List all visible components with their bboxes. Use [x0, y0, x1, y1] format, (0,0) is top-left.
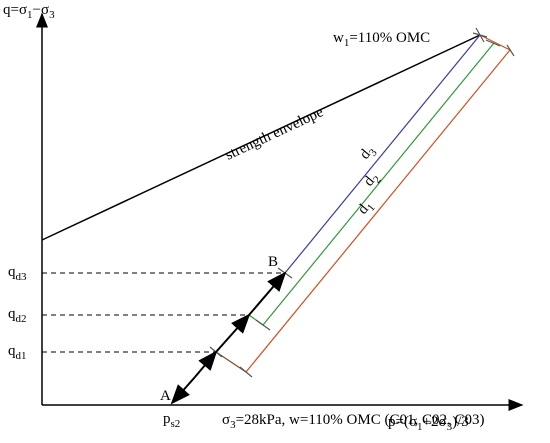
- top-connector: [479, 34, 511, 51]
- point-a-label: A: [160, 388, 171, 404]
- subscript: 1: [344, 37, 350, 49]
- ps2-label: ps2: [163, 411, 180, 430]
- d1-connector: [215, 351, 247, 373]
- envelope-label: strength envelope: [223, 104, 326, 164]
- text-part: +2σ: [423, 414, 447, 430]
- dimension-lines: [209, 27, 515, 378]
- path-arrow-3: [248, 271, 287, 316]
- text-part: p=(σ: [388, 414, 417, 430]
- text-part: p: [163, 411, 171, 427]
- dashed-guides: [42, 272, 285, 353]
- text-part: B: [268, 254, 278, 270]
- axes: [36, 12, 524, 411]
- path-arrow-2: [215, 313, 251, 353]
- stress-path: [170, 271, 287, 405]
- text-part: σ: [222, 412, 230, 428]
- text-part: q: [8, 343, 16, 359]
- subscript: 1: [365, 202, 378, 214]
- text-part: q: [8, 264, 16, 280]
- subscript: d3: [16, 271, 28, 283]
- text-part: q=σ: [3, 2, 27, 18]
- subscript: d1: [16, 350, 27, 362]
- subscript: 3: [230, 419, 236, 431]
- subscript: 3: [447, 421, 453, 433]
- qd2-label: qd2: [8, 306, 27, 325]
- text-part: q: [8, 306, 16, 322]
- y-axis-label: q=σ1−σ3: [3, 2, 55, 21]
- subscript: s2: [171, 418, 181, 430]
- x-axis-label: p=(σ1+2σ3)/3: [388, 414, 469, 433]
- qd1-label: qd1: [8, 343, 27, 362]
- text-part: strength envelope: [223, 104, 326, 164]
- path-arrow-1: [194, 350, 218, 378]
- d2-line: [262, 42, 495, 326]
- top-point-label: w1=110% OMC: [333, 30, 430, 49]
- subscript: 1: [27, 9, 33, 21]
- d2-label: d2: [361, 169, 384, 191]
- text-part: w: [333, 30, 344, 46]
- qd3-label: qd3: [8, 264, 27, 283]
- point-b-label: B: [268, 254, 278, 270]
- strength-envelope-line: [41, 34, 481, 241]
- text-part: =28kPa, w=110% OMC (C01, C02, C03): [236, 412, 485, 428]
- subscript: 3: [49, 9, 55, 21]
- path-arrow-a: [170, 376, 196, 405]
- text-part: A: [160, 388, 171, 404]
- condition-label: σ3=28kPa, w=110% OMC (C01, C02, C03): [222, 412, 484, 431]
- subscript: 1: [417, 421, 423, 433]
- text-part: −σ: [33, 2, 50, 18]
- d1-line: [245, 49, 511, 373]
- subscript: d2: [16, 313, 27, 325]
- end-ticks: [209, 27, 515, 378]
- text-part: =110% OMC: [349, 30, 430, 46]
- text-part: )/3: [452, 414, 469, 430]
- d3-line: [284, 34, 481, 274]
- subscript: 2: [371, 174, 384, 186]
